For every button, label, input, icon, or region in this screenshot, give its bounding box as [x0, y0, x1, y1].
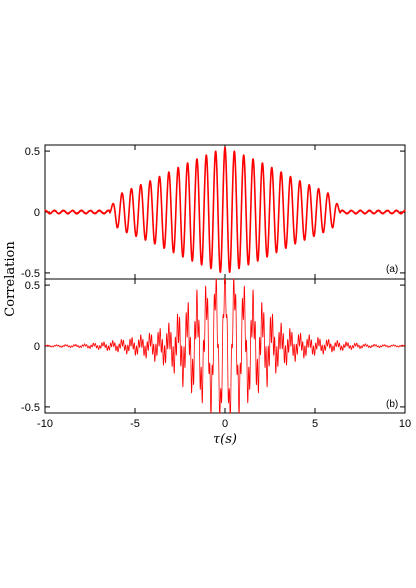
- panel-a-ticks: [44, 145, 406, 279]
- panel-b-xtick-label-1: -5: [130, 418, 140, 430]
- panel-a-label: (a): [386, 264, 398, 275]
- panel-b-series-line: [44, 278, 406, 414]
- panel-b-xtick-label-2: 0: [222, 418, 228, 430]
- panel-a-ytick-label-2: 0.5: [25, 146, 40, 158]
- panel-b-xtick-labels: -10 -5 0 5 10: [37, 418, 411, 430]
- panel-a: -0.5 0 0.5 (a): [21, 144, 406, 280]
- panel-a-series-line: [44, 146, 406, 274]
- panel-b-ytick-label-2: 0.5: [25, 280, 40, 292]
- panel-a-ytick-label-1: 0: [34, 207, 40, 219]
- panel-b-frame: [44, 278, 406, 414]
- panel-a-ytick-labels: -0.5 0 0.5: [21, 146, 40, 280]
- panel-b-xtick-label-4: 10: [399, 418, 411, 430]
- x-axis-title: τ(s): [213, 432, 237, 447]
- panel-b-ticks: [44, 279, 406, 413]
- panel-a-ytick-label-0: -0.5: [21, 268, 40, 280]
- panel-b-xtick-label-0: -10: [37, 418, 53, 430]
- panel-b-xtick-label-3: 5: [312, 418, 318, 430]
- panel-b-ytick-labels: -0.5 0 0.5: [21, 280, 40, 414]
- panel-b: -0.5 0 0.5 -10 -5 0 5 10 (b): [21, 278, 411, 430]
- y-axis-title: Correlation: [3, 241, 18, 317]
- panel-b-ytick-label-0: -0.5: [21, 402, 40, 414]
- panel-a-frame: [44, 144, 406, 280]
- panel-b-label: (b): [386, 399, 398, 410]
- panel-b-ytick-label-1: 0: [34, 341, 40, 353]
